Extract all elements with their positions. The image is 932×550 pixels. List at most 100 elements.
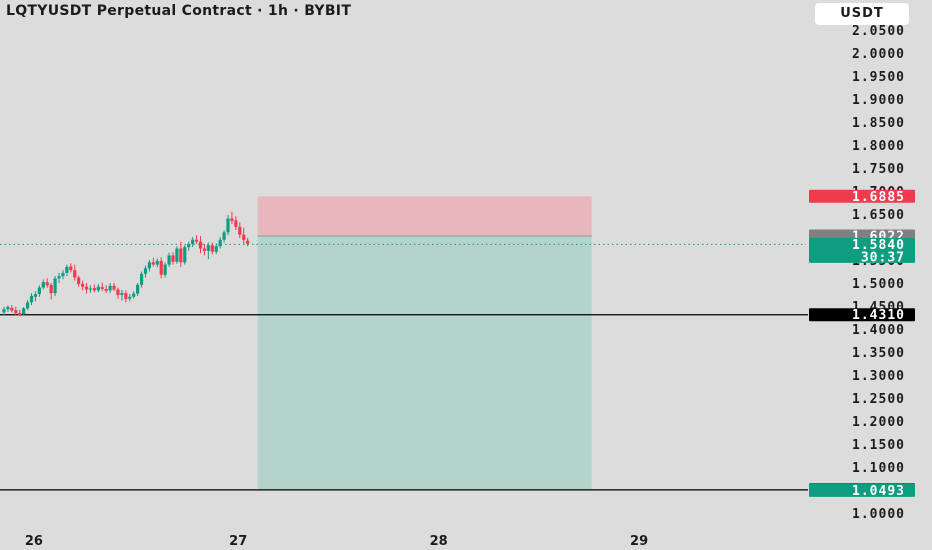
candle bbox=[29, 293, 34, 306]
candle-body bbox=[92, 288, 96, 291]
candle bbox=[222, 230, 226, 243]
x-tick-label: 28 bbox=[430, 534, 448, 549]
y-tick-label: 1.1000 bbox=[852, 461, 905, 476]
candle bbox=[41, 279, 45, 290]
candle-body bbox=[187, 243, 191, 248]
candle-body bbox=[41, 282, 45, 288]
candle bbox=[112, 283, 116, 292]
y-tick-label: 1.4000 bbox=[852, 323, 905, 338]
candle-body bbox=[100, 287, 104, 289]
take-profit-zone[interactable] bbox=[257, 235, 592, 490]
candle-body bbox=[84, 286, 89, 290]
candle bbox=[69, 263, 73, 273]
candle bbox=[77, 275, 81, 287]
candle-body bbox=[88, 288, 93, 290]
currency-button[interactable]: USDT bbox=[815, 3, 909, 25]
y-tick-label: 1.5000 bbox=[852, 277, 905, 292]
candle bbox=[159, 257, 163, 279]
candle bbox=[108, 283, 112, 294]
y-tick-label: 1.2000 bbox=[852, 415, 905, 430]
stop-loss-zone[interactable] bbox=[257, 196, 592, 236]
x-tick-label: 27 bbox=[229, 534, 247, 549]
candle bbox=[238, 222, 242, 238]
candle-body bbox=[57, 276, 61, 279]
candle-body bbox=[37, 287, 41, 295]
candle bbox=[155, 258, 159, 268]
candle-body bbox=[61, 272, 65, 277]
candle bbox=[22, 306, 26, 316]
candle-body bbox=[163, 264, 167, 275]
candle bbox=[206, 242, 210, 260]
candle-body bbox=[112, 285, 116, 290]
candle-body bbox=[238, 226, 242, 235]
candle-body bbox=[202, 248, 207, 251]
x-tick-label: 29 bbox=[630, 534, 648, 549]
y-tick-label: 1.9000 bbox=[852, 93, 905, 108]
candle bbox=[88, 285, 93, 293]
candle bbox=[53, 276, 57, 296]
candle bbox=[25, 300, 30, 311]
candle bbox=[73, 264, 77, 281]
candle-body bbox=[159, 260, 163, 275]
candle-body bbox=[69, 266, 73, 271]
y-tick-label: 1.8000 bbox=[852, 139, 905, 154]
y-tick-label: 1.8500 bbox=[852, 116, 905, 131]
candle bbox=[100, 282, 104, 291]
candle bbox=[45, 278, 49, 288]
y-tick-label: 1.1500 bbox=[852, 438, 905, 453]
candle bbox=[37, 285, 41, 297]
candle-body bbox=[222, 232, 226, 240]
candle-body bbox=[33, 294, 38, 297]
candle bbox=[175, 246, 179, 264]
candle bbox=[124, 290, 128, 303]
candle-body bbox=[49, 284, 53, 294]
candle bbox=[33, 291, 38, 302]
candle bbox=[2, 306, 6, 316]
candle-body bbox=[139, 273, 144, 285]
candle bbox=[191, 237, 195, 248]
candle bbox=[14, 306, 18, 316]
candle bbox=[6, 305, 10, 312]
candle-body bbox=[6, 306, 10, 310]
support-price-tag-label: 1.4310 bbox=[852, 308, 905, 323]
candle-body bbox=[77, 277, 81, 284]
candle-body bbox=[18, 312, 22, 316]
candle bbox=[183, 245, 187, 265]
support-price-tag bbox=[809, 308, 915, 322]
candle-body bbox=[124, 293, 128, 300]
candle bbox=[230, 211, 234, 225]
y-tick-label: 1.7500 bbox=[852, 162, 905, 177]
candle bbox=[96, 283, 100, 293]
candle-body bbox=[14, 310, 18, 314]
candle bbox=[49, 283, 53, 300]
candle bbox=[202, 243, 207, 256]
candle-body bbox=[206, 245, 210, 251]
candle bbox=[143, 265, 148, 278]
candle-body bbox=[230, 218, 234, 221]
y-tick-label: 1.0000 bbox=[852, 507, 905, 522]
candle-body bbox=[10, 307, 14, 311]
y-tick-label: 2.0500 bbox=[852, 24, 905, 39]
candle-body bbox=[73, 270, 77, 278]
candle-body bbox=[167, 255, 171, 265]
candle-body bbox=[151, 262, 155, 265]
candle-body bbox=[104, 288, 108, 291]
y-tick-label: 1.3000 bbox=[852, 369, 905, 384]
candle-body bbox=[29, 295, 34, 303]
candle bbox=[61, 270, 65, 280]
candle bbox=[120, 289, 124, 301]
candle-body bbox=[175, 248, 179, 262]
candle bbox=[92, 284, 96, 293]
candle-body bbox=[226, 218, 230, 233]
candle bbox=[242, 227, 246, 244]
candle bbox=[104, 285, 108, 294]
candle bbox=[246, 237, 250, 247]
candle-body bbox=[194, 239, 199, 242]
target-low-price-tag-label: 1.0493 bbox=[852, 484, 905, 499]
candle bbox=[136, 283, 140, 296]
candle bbox=[218, 237, 222, 249]
candle bbox=[10, 305, 14, 313]
candle bbox=[139, 271, 144, 288]
candle-body bbox=[81, 283, 85, 287]
